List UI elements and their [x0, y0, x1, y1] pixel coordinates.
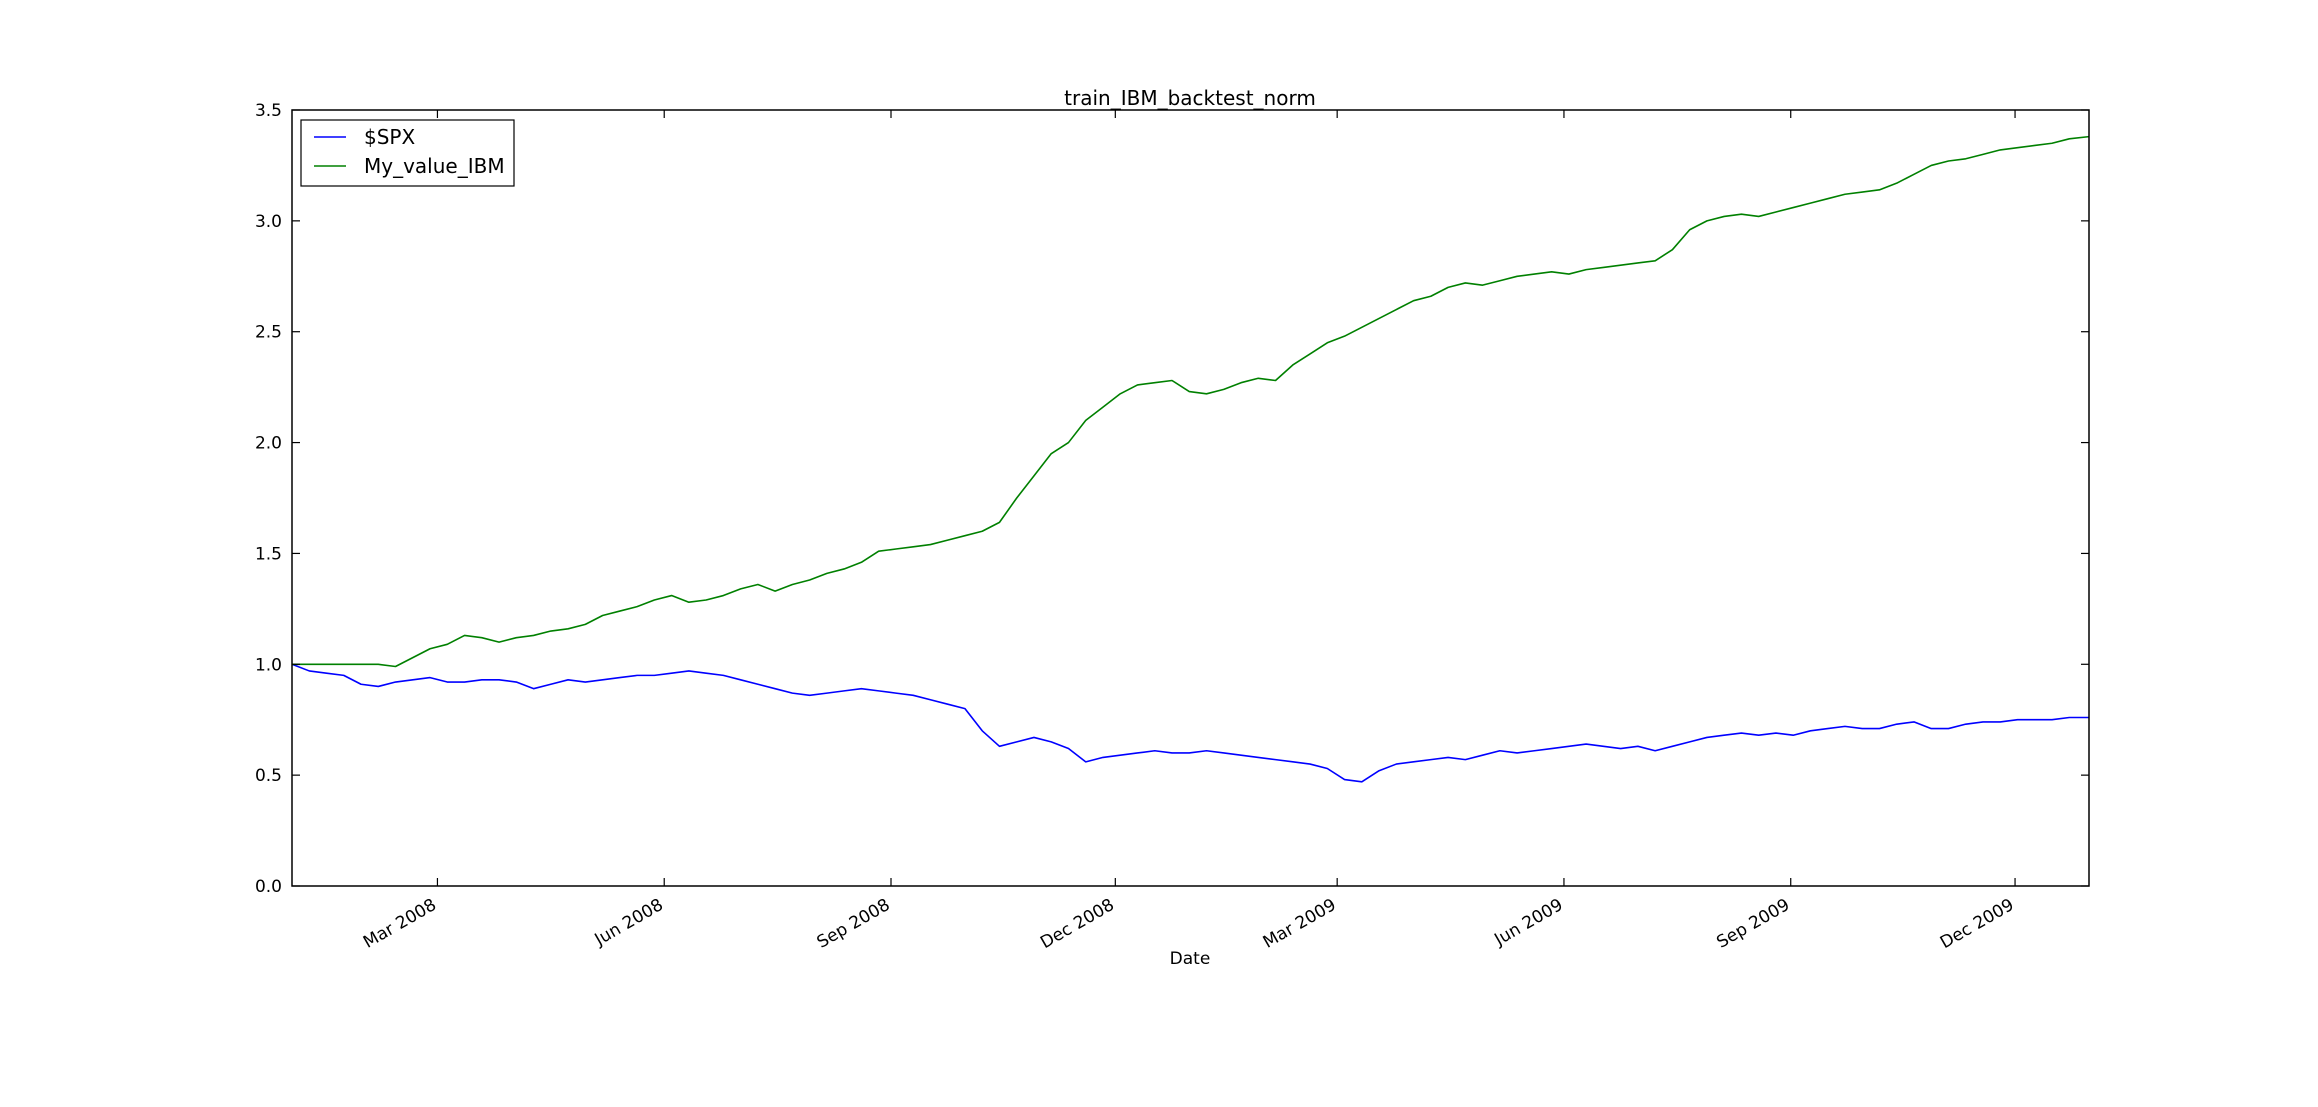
legend-box [300, 119, 515, 187]
plot-frame [291, 109, 2090, 887]
legend: $SPX My_value_IBM [300, 119, 515, 187]
y-tick-label: 0.5 [255, 766, 282, 786]
y-tick-label: 1.0 [255, 655, 282, 675]
y-tick-label: 2.0 [255, 434, 282, 454]
legend-label-ibm: My_value_IBM [364, 154, 505, 178]
y-tick-label: 3.5 [255, 101, 282, 121]
y-tick-label: 0.0 [255, 877, 282, 897]
legend-label-spx: $SPX [364, 125, 415, 149]
x-axis-label: Date [1170, 949, 1211, 969]
chart-title: train_IBM_backtest_norm [1064, 86, 1316, 110]
y-tick-label: 1.5 [255, 544, 282, 564]
series-line-spx [291, 663, 2089, 783]
series-layer [291, 135, 2090, 783]
y-tick-label: 2.5 [255, 323, 282, 343]
series-line-my-value-ibm [292, 135, 2090, 668]
y-tick-label: 3.0 [255, 212, 282, 232]
